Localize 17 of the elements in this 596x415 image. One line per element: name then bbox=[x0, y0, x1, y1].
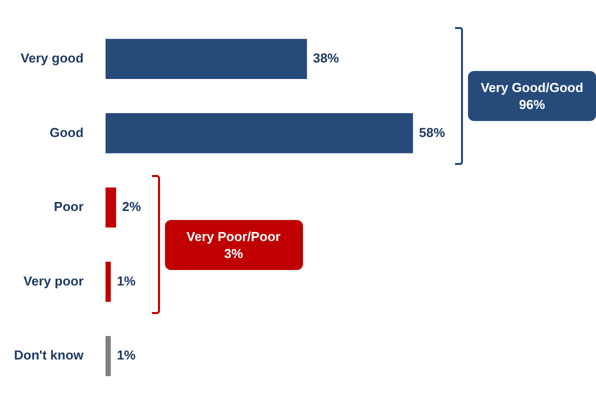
callout-box: Very Poor/Poor 3% bbox=[164, 220, 303, 270]
bar bbox=[106, 113, 413, 154]
data-label: 2% bbox=[122, 199, 142, 214]
y-tick-label: Very poor bbox=[24, 273, 84, 288]
callout-box: Very Good/Good 96% bbox=[468, 71, 596, 122]
y-tick-label: Don't know bbox=[14, 348, 84, 363]
bar bbox=[106, 262, 111, 302]
bar bbox=[106, 38, 307, 79]
data-label: 1% bbox=[116, 348, 136, 363]
data-label: 1% bbox=[116, 273, 136, 288]
y-tick-label: Good bbox=[50, 124, 84, 140]
bar bbox=[106, 336, 111, 376]
data-label: 38% bbox=[312, 50, 340, 66]
bar bbox=[106, 187, 116, 228]
y-tick-label: Poor bbox=[54, 199, 84, 214]
data-label: 58% bbox=[419, 124, 446, 140]
y-tick-label: Very good bbox=[20, 50, 84, 66]
